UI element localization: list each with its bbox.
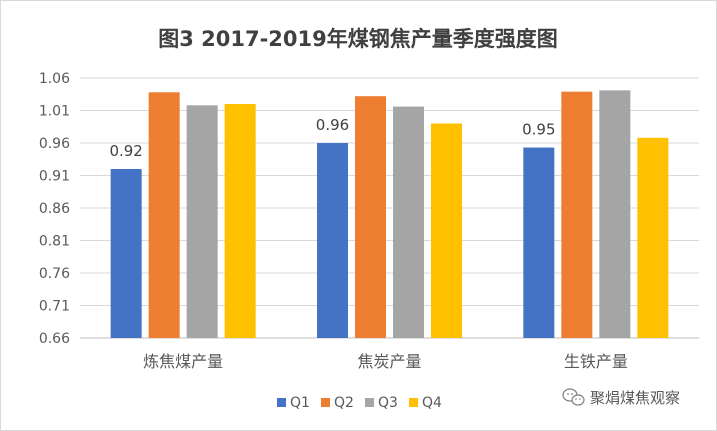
bar-q1-2: [523, 147, 555, 338]
bar-q1-1: [317, 143, 348, 338]
bar-q3-1: [393, 106, 424, 338]
y-tick-label: 0.96: [39, 136, 70, 152]
legend-swatch-q3: [365, 398, 374, 407]
bar-q4-1: [431, 123, 462, 338]
data-label: 0.92: [109, 142, 142, 160]
category-label: 炼焦煤产量: [143, 352, 223, 371]
legend-swatch-q2: [321, 398, 330, 407]
data-label: 0.95: [522, 121, 555, 139]
bar-q2-2: [561, 91, 593, 339]
bar-q4-0: [224, 104, 256, 338]
bar-q3-0: [186, 105, 218, 338]
legend-label: Q3: [378, 395, 398, 411]
legend-label: Q1: [290, 395, 310, 411]
bar-q4-2: [637, 137, 669, 338]
watermark: 聚焆煤焦观察: [562, 388, 680, 407]
y-tick-label: 0.91: [39, 169, 70, 185]
y-tick-label: 0.66: [39, 331, 70, 347]
y-tick-label: 0.76: [39, 266, 70, 282]
y-tick-label: 0.86: [39, 201, 70, 217]
wechat-icon: [562, 388, 585, 406]
bar-q2-0: [148, 92, 180, 338]
legend-label: Q4: [422, 395, 442, 411]
y-tick-label: 1.06: [39, 71, 70, 87]
legend: Q1 Q2 Q3 Q4: [277, 395, 442, 411]
y-tick-label: 0.71: [39, 299, 70, 315]
category-label: 生铁产量: [564, 352, 628, 371]
bar-q1-0: [110, 169, 142, 338]
legend-swatch-q1: [277, 398, 286, 407]
x-axis-category-labels: 炼焦煤产量 焦炭产量 生铁产量: [143, 352, 628, 371]
y-tick-label: 1.01: [39, 104, 70, 120]
data-labels: 0.92 0.96 0.95: [109, 116, 555, 160]
watermark-text: 聚焆煤焦观察: [590, 389, 680, 407]
legend-label: Q2: [334, 395, 354, 411]
data-label: 0.96: [316, 116, 349, 134]
legend-swatch-q4: [409, 398, 418, 407]
bar-q3-2: [599, 90, 631, 338]
gridlines: [80, 77, 699, 339]
chart-title: 图3 2017-2019年煤钢焦产量季度强度图: [158, 27, 558, 51]
y-axis-tick-labels: 0.66 0.71 0.76 0.81 0.86 0.91 0.96 1.01 1.06: [39, 71, 70, 347]
bars: [110, 90, 669, 339]
bar-q2-1: [355, 96, 386, 338]
y-tick-label: 0.81: [39, 234, 70, 250]
category-label: 焦炭产量: [357, 352, 421, 371]
